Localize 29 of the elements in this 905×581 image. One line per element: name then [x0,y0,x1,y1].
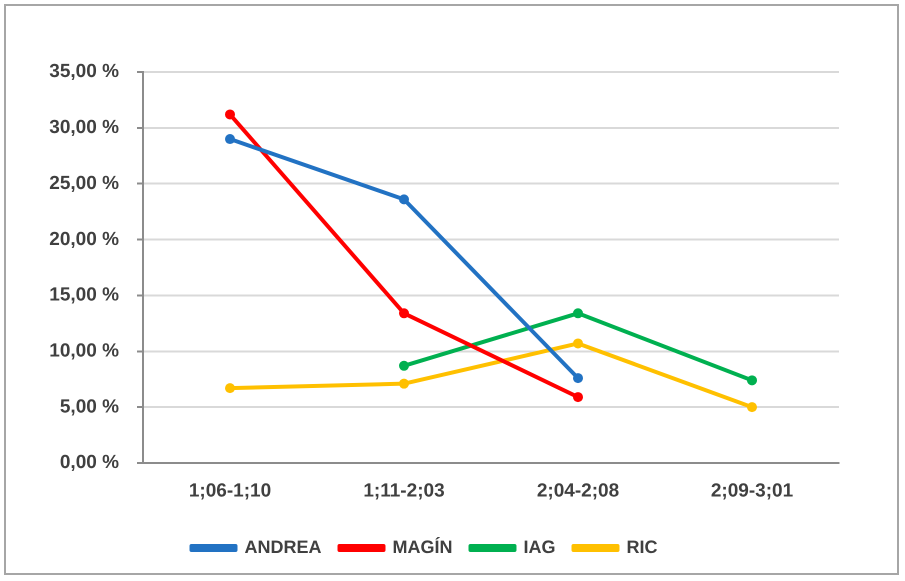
point [573,392,583,402]
legend-label: ANDREA [244,536,322,557]
x-tick-label: 2;04-2;08 [536,480,620,502]
y-tick-label: 0,00 % [60,452,120,474]
point [225,109,235,120]
point [573,373,583,384]
point [573,338,583,348]
y-tick-label: 15,00 % [49,284,120,306]
point [225,134,235,144]
point [399,194,409,204]
legend-label: RIC [626,536,658,557]
legend-label: MAGÍN [392,536,453,557]
x-tick-label: 1;06-1;10 [188,480,272,502]
y-tick-label: 10,00 % [49,340,120,362]
y-tick-label: 20,00 % [49,228,120,250]
y-tick-label: 35,00 % [49,61,120,82]
point [399,308,409,318]
y-tick-label: 25,00 % [49,172,120,194]
point [747,375,757,386]
y-tick-label: 5,00 % [60,396,120,418]
x-tick-label: 1;11-2;03 [363,480,445,502]
legend-label: IAG [524,536,556,557]
point [399,378,409,389]
x-tick-label: 2;09-3;01 [710,480,794,502]
point [573,308,583,318]
point [399,360,409,371]
point [225,383,235,394]
y-tick-label: 30,00 % [49,117,120,138]
point [747,402,757,412]
